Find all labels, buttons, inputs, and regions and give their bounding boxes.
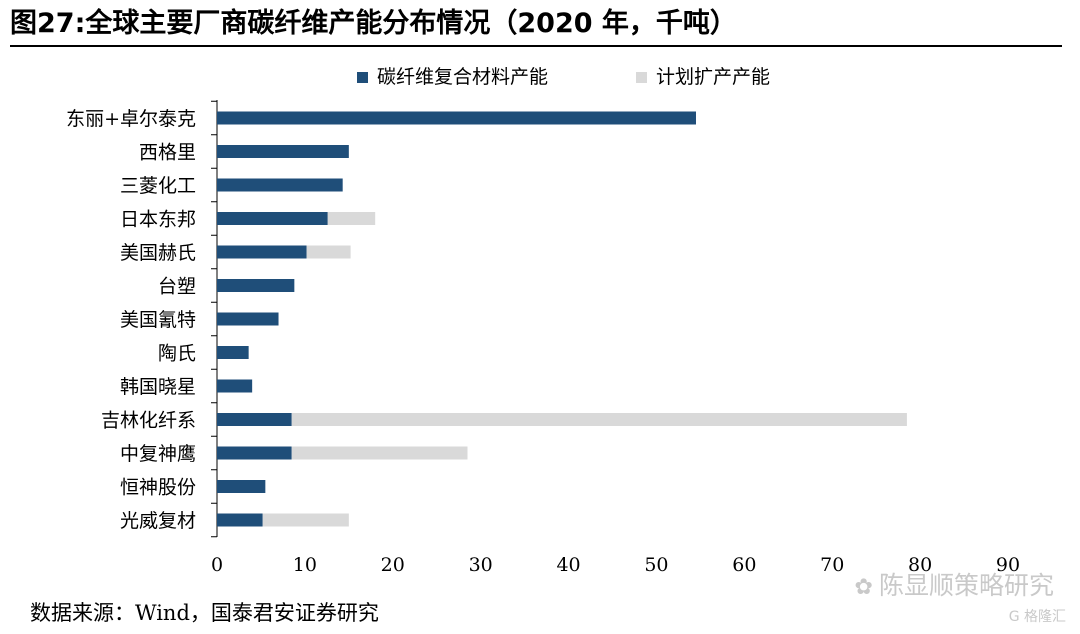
category-label: 台塑	[158, 276, 196, 298]
bar-existing	[217, 513, 263, 527]
bar-existing	[217, 111, 696, 125]
category-label: 中复神鹰	[120, 443, 196, 465]
bar-planned	[291, 446, 468, 460]
bar-existing	[217, 446, 292, 460]
category-label: 日本东邦	[120, 209, 196, 231]
x-tick-label: 40	[556, 554, 580, 576]
category-label: 美国氰特	[120, 309, 196, 331]
category-label: 东丽+卓尔泰克	[66, 108, 196, 130]
figure-title: 图27:全球主要厂商碳纤维产能分布情况（2020 年，千吨）	[10, 8, 737, 39]
legend-swatch-existing	[357, 72, 368, 83]
legend-swatch-planned	[636, 72, 647, 83]
bar-existing	[217, 480, 266, 493]
category-label: 三菱化工	[120, 175, 196, 197]
watermark-logo: G 格隆汇	[1008, 609, 1066, 625]
category-label: 韩国晓星	[120, 376, 196, 398]
bar-existing	[217, 212, 328, 225]
bar-planned	[327, 212, 376, 225]
bar-existing	[217, 245, 307, 259]
category-label: 光威复材	[120, 510, 196, 532]
legend-label-planned: 计划扩产产能	[656, 66, 771, 88]
bar-planned	[306, 245, 351, 259]
category-label: 西格里	[139, 142, 196, 164]
x-tick-label: 0	[211, 554, 223, 576]
x-tick-label: 50	[644, 554, 668, 576]
bar-planned	[262, 513, 349, 527]
watermark-text: 陈显顺策略研究	[878, 571, 1054, 600]
legend-label-existing: 碳纤维复合材料产能	[377, 66, 549, 88]
title-rule	[10, 45, 1062, 47]
x-tick-label: 70	[820, 554, 844, 576]
category-label: 陶氏	[158, 343, 196, 365]
bar-existing	[217, 346, 249, 359]
bar-existing	[217, 178, 343, 192]
category-label: 美国赫氏	[120, 242, 196, 264]
bar-existing	[217, 145, 349, 158]
x-tick-label: 90	[996, 554, 1020, 576]
bar-planned	[291, 413, 907, 426]
bar-existing	[217, 312, 279, 326]
x-tick-label: 80	[908, 554, 932, 576]
x-tick-label: 60	[732, 554, 756, 576]
category-label: 吉林化纤系	[101, 410, 196, 432]
x-tick-label: 30	[469, 554, 493, 576]
source-note: 数据来源：Wind，国泰君安证券研究	[30, 601, 379, 625]
category-label: 恒神股份	[120, 477, 196, 499]
x-tick-label: 10	[293, 554, 317, 576]
bar-existing	[217, 413, 292, 426]
wechat-icon: ✿	[854, 575, 873, 600]
bar-existing	[217, 279, 295, 292]
x-tick-label: 20	[381, 554, 405, 576]
watermark: ✿ 陈显顺策略研究	[855, 566, 1054, 602]
bar-existing	[217, 379, 253, 393]
